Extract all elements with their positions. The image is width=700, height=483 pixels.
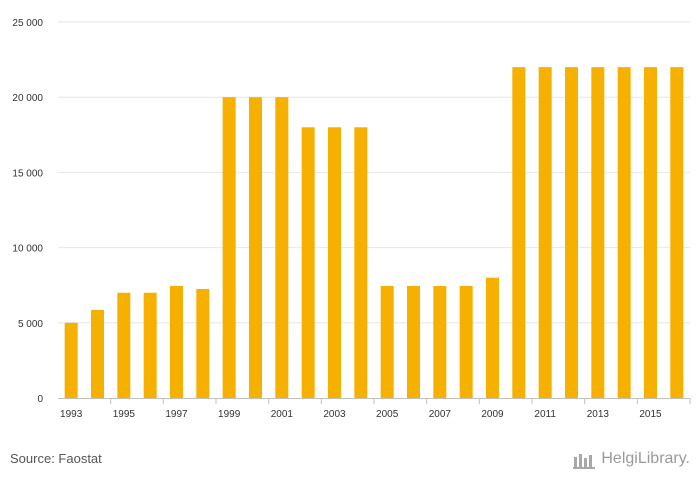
y-tick-label: 10 000 [12, 244, 43, 255]
bar-2000[interactable] [249, 97, 262, 398]
bar-2013[interactable] [591, 67, 605, 399]
bar-2004[interactable] [354, 127, 368, 398]
bar-1995[interactable] [117, 292, 131, 398]
library-icon [573, 454, 596, 469]
bar-1996[interactable] [143, 292, 157, 398]
x-tick-label: 2011 [534, 409, 556, 420]
x-tick-label: 2009 [481, 409, 504, 420]
x-tick-label: 2007 [429, 409, 452, 420]
y-tick-label: 0 [37, 394, 43, 405]
bar-2014[interactable] [617, 67, 631, 399]
x-tick-label: 2013 [587, 409, 610, 420]
y-tick-label: 20 000 [12, 93, 43, 104]
footer: Source: Faostat HelgiLibrary. [0, 440, 700, 483]
bar-2007[interactable] [433, 285, 447, 398]
x-tick-label: 1993 [60, 409, 83, 420]
x-tick-label: 2001 [271, 409, 294, 420]
source-label: Source: Faostat [10, 451, 102, 466]
bar-2006[interactable] [407, 285, 420, 398]
brand-name: HelgiLibrary. [601, 450, 690, 467]
bar-2008[interactable] [459, 285, 473, 398]
bar-2009[interactable] [486, 277, 499, 398]
bar-1998[interactable] [196, 288, 210, 398]
bar-1994[interactable] [91, 310, 104, 398]
x-tick-label: 1995 [113, 409, 136, 420]
bar-2005[interactable] [380, 285, 394, 398]
bar-1993[interactable] [64, 322, 78, 398]
bar-2010[interactable] [512, 67, 526, 399]
x-tick-label: 1997 [165, 409, 188, 420]
bar-2015[interactable] [644, 67, 657, 399]
y-tick-label: 5 000 [18, 319, 43, 330]
x-tick-label: 2015 [639, 409, 662, 420]
bar-2012[interactable] [565, 67, 578, 399]
x-tick-label: 2003 [323, 409, 346, 420]
brand-logo[interactable]: HelgiLibrary. [573, 447, 690, 471]
bar-2016[interactable] [670, 67, 684, 399]
bar-1999[interactable] [222, 97, 236, 398]
y-tick-label: 15 000 [12, 168, 43, 179]
bar-2011[interactable] [538, 67, 552, 399]
bar-1997[interactable] [170, 285, 183, 398]
chart-svg: 0 5 000 10 000 15 000 20 000 25 000 1993 1995 19… [12, 18, 691, 420]
x-tick-label: 1999 [218, 409, 241, 420]
bar-2003[interactable] [328, 127, 341, 398]
y-tick-label: 25 000 [12, 18, 43, 29]
bar-chart: 0 5 000 10 000 15 000 20 000 25 000 1993 1995 19… [12, 18, 691, 420]
bar-2001[interactable] [275, 97, 289, 398]
bar-2002[interactable] [301, 127, 315, 398]
x-tick-label: 2005 [376, 409, 399, 420]
